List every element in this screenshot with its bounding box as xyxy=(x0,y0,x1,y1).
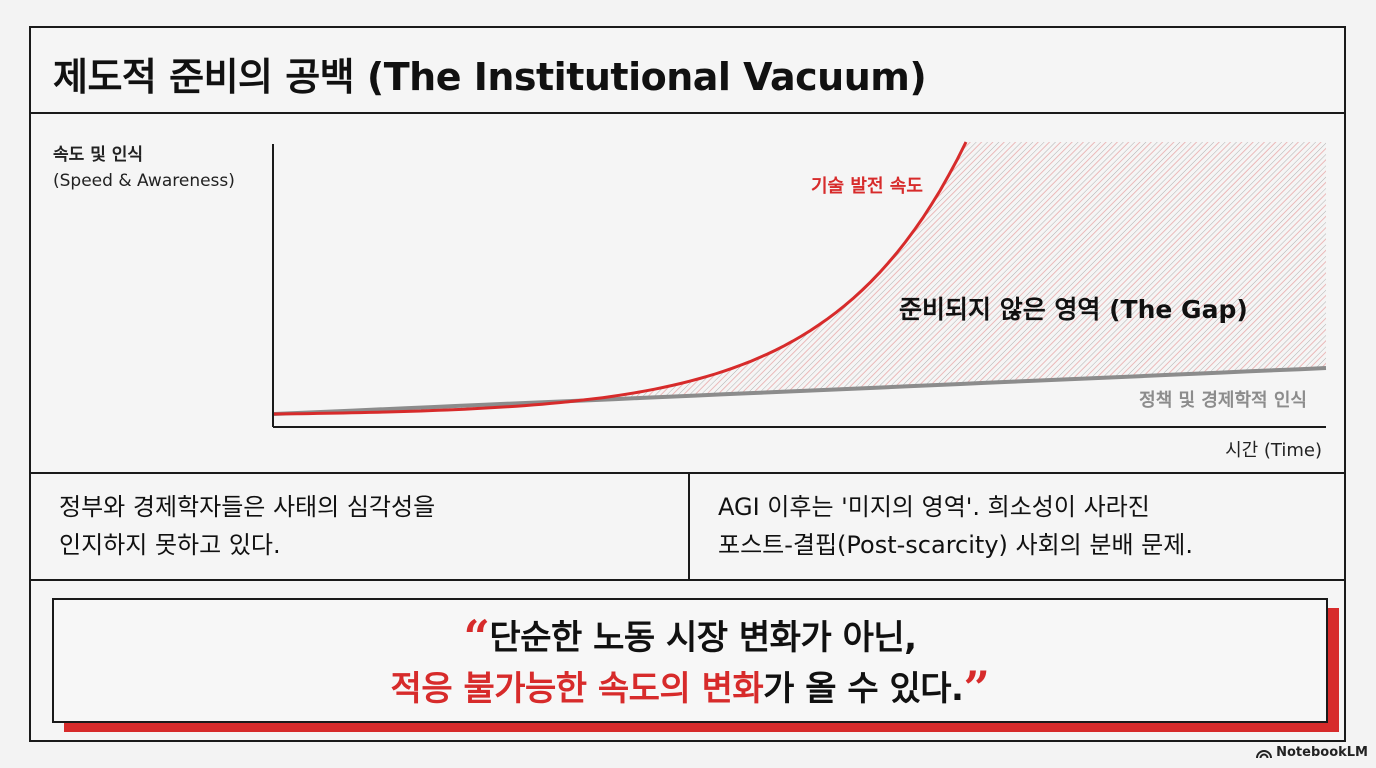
gap-region xyxy=(274,142,1326,414)
quote-line-2-rest: 가 올 수 있다. xyxy=(763,669,964,709)
watermark: NotebookLM xyxy=(1256,745,1368,760)
x-axis-label: 시간 (Time) xyxy=(1225,440,1322,461)
watermark-text: NotebookLM xyxy=(1276,745,1368,760)
page-title: 제도적 준비의 공백 (The Institutional Vacuum) xyxy=(53,55,927,99)
tech-speed-line xyxy=(273,141,968,416)
gap-label: 준비되지 않은 영역 (The Gap) xyxy=(899,295,1248,324)
quote-box: “단순한 노동 시장 변화가 아닌, 적응 불가능한 속도의 변화가 올 수 있… xyxy=(52,598,1328,723)
y-axis-label-ko: 속도 및 인식 xyxy=(53,145,144,165)
quote-highlight: 적응 불가능한 속도의 변화 xyxy=(390,669,764,709)
gap-chart: 기술 발전 속도 준비되지 않은 영역 (The Gap) 정책 및 경제학적 … xyxy=(272,141,1327,428)
quote-line-1: “단순한 노동 시장 변화가 아닌, xyxy=(54,612,1326,663)
info-row: 정부와 경제학자들은 사태의 심각성을 인지하지 못하고 있다. AGI 이후는… xyxy=(31,474,1344,581)
quote-line-1-text: 단순한 노동 시장 변화가 아닌, xyxy=(489,618,917,658)
tech-speed-label: 기술 발전 속도 xyxy=(811,176,923,197)
info-post-agi-line1: AGI 이후는 '미지의 영역'. 희소성이 사라진 xyxy=(718,493,1150,521)
quote-line-2: 적응 불가능한 속도의 변화가 올 수 있다.” xyxy=(54,663,1326,714)
y-axis-label: 속도 및 인식 (Speed & Awareness) xyxy=(53,142,235,194)
info-post-agi-line2: 포스트-결핍(Post-scarcity) 사회의 분배 문제. xyxy=(718,531,1193,559)
y-axis-label-en: (Speed & Awareness) xyxy=(53,171,235,191)
policy-awareness-line xyxy=(273,366,1327,416)
slide-frame: 제도적 준비의 공백 (The Institutional Vacuum) 속도… xyxy=(29,26,1346,742)
info-post-agi: AGI 이후는 '미지의 영역'. 희소성이 사라진 포스트-결핍(Post-s… xyxy=(690,474,1346,579)
info-government-line2: 인지하지 못하고 있다. xyxy=(59,531,281,559)
notebooklm-logo-icon xyxy=(1256,749,1273,758)
chart-panel: 속도 및 인식 (Speed & Awareness) 기술 발전 속도 준비되… xyxy=(31,114,1344,474)
open-quote-icon: “ xyxy=(463,610,490,664)
policy-awareness-label: 정책 및 경제학적 인식 xyxy=(1139,389,1307,411)
close-quote-icon: ” xyxy=(963,661,990,715)
title-row: 제도적 준비의 공백 (The Institutional Vacuum) xyxy=(31,28,1344,114)
info-government-line1: 정부와 경제학자들은 사태의 심각성을 xyxy=(59,493,436,521)
info-government: 정부와 경제학자들은 사태의 심각성을 인지하지 못하고 있다. xyxy=(31,474,690,579)
